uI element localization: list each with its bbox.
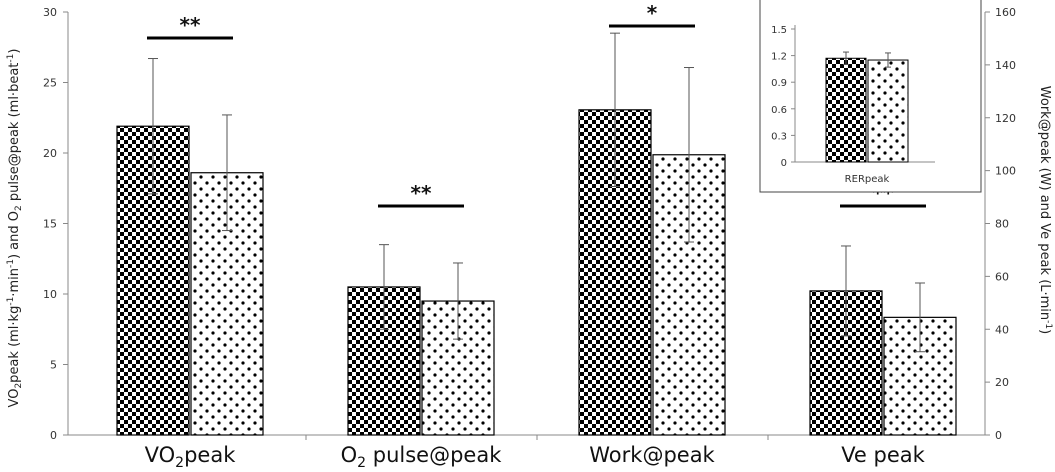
significance-marker: ** (180, 13, 201, 37)
inset-bar-0 (825, 57, 867, 163)
left-tick-label: 10 (43, 288, 57, 301)
right-tick-label: 120 (995, 112, 1016, 125)
inset-chart: 0 0.3 0.6 0.9 1.2 1.5 RERpeak (759, 0, 982, 193)
right-tick-label: 0 (995, 429, 1002, 442)
left-tick-label: 15 (43, 218, 57, 231)
right-tick-label: 40 (995, 323, 1009, 336)
right-tick-label: 60 (995, 270, 1009, 283)
plot-area: 0 5 10 15 20 25 30 0 20 40 60 80 100 120 140 160 VO2​pea… (6, 1, 1053, 471)
category-label: Ve peak (841, 443, 925, 467)
left-tick-label: 5 (50, 359, 57, 372)
right-tick-label: 160 (995, 6, 1016, 19)
significance-marker: * (647, 1, 658, 25)
left-tick-label: 0 (50, 429, 57, 442)
right-tick-label: 100 (995, 165, 1016, 178)
right-axis-label: Work@peak (W) and Ve peak (L·min-1​) (1037, 86, 1053, 334)
inset-tick-label: 0.6 (771, 105, 787, 116)
inset-tick-label: 0.9 (771, 78, 787, 89)
significance-marker: ** (411, 181, 432, 205)
inset-tick-label: 0.3 (771, 131, 787, 142)
category-label: VO2peak (145, 443, 237, 471)
right-tick-label: 140 (995, 59, 1016, 72)
left-tick-label: 25 (43, 77, 57, 90)
inset-bar-1 (867, 59, 909, 163)
left-tick-label: 20 (43, 147, 57, 160)
right-tick-label: 80 (995, 218, 1009, 231)
left-axis-label: VO2​peak (ml·kg-1​·min-1​) and O2​ pulse… (6, 49, 24, 408)
left-tick-label: 30 (43, 6, 57, 19)
inset-x-label: RERpeak (845, 174, 890, 185)
inset-tick-label: 1.2 (771, 52, 787, 63)
inset-tick-label: 0 (781, 158, 787, 169)
category-label: Work@peak (589, 443, 715, 467)
right-tick-label: 20 (995, 376, 1009, 389)
category-label: O2 pulse@peak (341, 443, 503, 471)
inset-tick-label: 1.5 (771, 25, 787, 36)
